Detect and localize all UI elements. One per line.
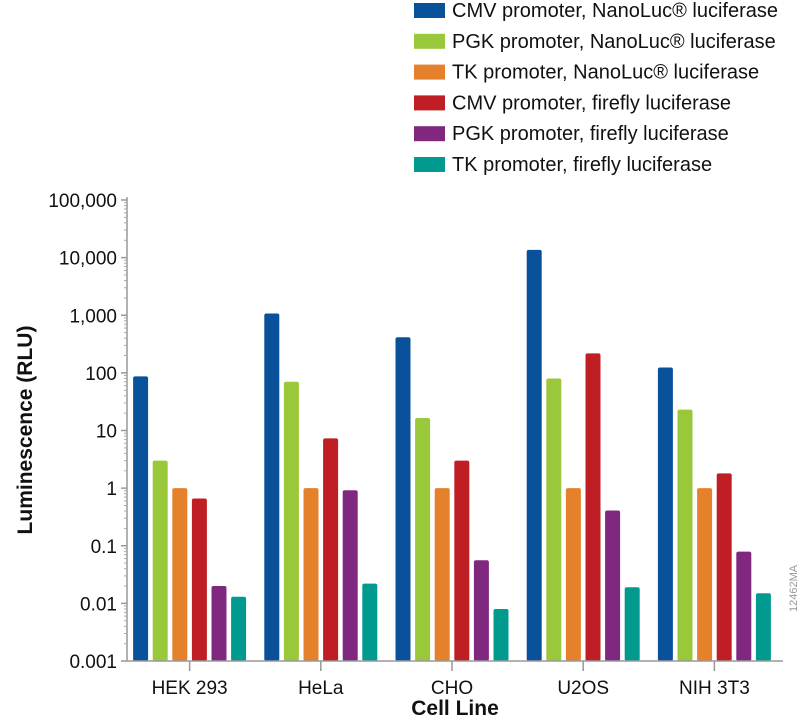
bar — [565, 488, 581, 661]
legend-swatch — [414, 157, 445, 172]
bar — [395, 337, 411, 661]
axes: 0.001 0.01 0.1 1 10 100 1,000 10,000 100,000 HEK … — [48, 191, 783, 699]
bars — [133, 249, 771, 662]
bar — [152, 460, 168, 661]
bar — [303, 488, 319, 661]
x-axis-label: Cell Line — [411, 697, 499, 720]
bar — [736, 551, 752, 661]
legend-label: CMV promoter, firefly luciferase — [452, 92, 731, 114]
legend-label: PGK promoter, NanoLuc® luciferase — [452, 31, 776, 53]
legend-label: CMV promoter, NanoLuc® luciferase — [452, 0, 778, 22]
bar — [211, 586, 227, 661]
bar — [415, 417, 431, 661]
bar — [526, 249, 542, 662]
legend-swatch — [414, 64, 445, 80]
y-tick-label: 10,000 — [59, 249, 117, 270]
legend: CMV promoter, NanoLuc® luciferase PGK pro… — [414, 0, 778, 176]
bar — [585, 353, 601, 661]
bar — [677, 409, 693, 661]
bar — [605, 510, 621, 661]
y-tick-label: 0.01 — [80, 594, 117, 615]
bar — [133, 376, 149, 661]
y-tick-label: 1 — [106, 479, 117, 500]
x-tick-label: U2OS — [557, 678, 609, 699]
legend-label: PGK promoter, firefly luciferase — [452, 123, 729, 145]
bar — [434, 488, 450, 661]
x-tick-label: HEK 293 — [152, 678, 228, 699]
bar — [454, 460, 470, 661]
y-tick-label: 0.001 — [69, 652, 117, 673]
x-tick-label: CHO — [431, 678, 473, 699]
y-tick-label: 0.1 — [91, 537, 117, 558]
legend-swatch — [414, 95, 445, 111]
bar — [697, 488, 713, 661]
bar — [473, 560, 489, 661]
legend-label: TK promoter, NanoLuc® luciferase — [452, 62, 759, 84]
y-tick-label: 10 — [96, 422, 117, 443]
y-tick-label: 1,000 — [69, 306, 117, 327]
bar — [342, 490, 358, 661]
y-tick-label: 100,000 — [48, 191, 117, 212]
bar — [172, 488, 188, 661]
bar — [624, 587, 640, 661]
legend-swatch — [414, 3, 445, 18]
bar — [493, 608, 509, 661]
x-tick-label: NIH 3T3 — [679, 678, 750, 699]
legend-swatch — [414, 126, 445, 142]
figure-code: 12462MA — [788, 564, 800, 612]
bar — [716, 473, 732, 661]
bar — [546, 378, 562, 661]
y-axis-label: Luminescence (RLU) — [14, 326, 37, 535]
bar — [191, 498, 207, 661]
legend-label: TK promoter, firefly luciferase — [452, 154, 712, 176]
bar — [323, 438, 339, 661]
x-tick-label: HeLa — [298, 678, 344, 699]
bar — [283, 381, 299, 661]
bar — [362, 583, 378, 661]
bar — [264, 313, 280, 661]
legend-swatch — [414, 33, 445, 49]
bar — [657, 367, 673, 661]
bar — [755, 593, 771, 661]
y-tick-label: 100 — [85, 364, 117, 385]
bar — [231, 596, 247, 661]
